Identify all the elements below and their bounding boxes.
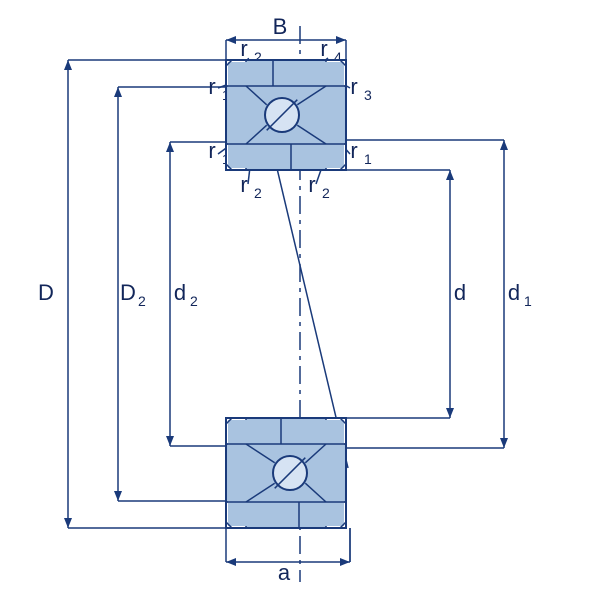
bearing-top	[226, 60, 346, 170]
svg-text:1: 1	[524, 293, 532, 309]
svg-text:B: B	[273, 14, 288, 39]
svg-text:1: 1	[364, 151, 372, 167]
svg-text:d: d	[508, 280, 520, 305]
svg-text:2: 2	[138, 293, 146, 309]
svg-text:D: D	[120, 280, 136, 305]
svg-text:2: 2	[254, 185, 262, 201]
contact-line	[266, 122, 348, 468]
svg-text:r: r	[308, 172, 315, 197]
svg-text:r: r	[320, 36, 327, 61]
svg-text:2: 2	[322, 185, 330, 201]
svg-text:D: D	[38, 280, 54, 305]
svg-text:d: d	[454, 280, 466, 305]
svg-text:r: r	[240, 172, 247, 197]
svg-text:3: 3	[364, 87, 372, 103]
svg-text:d: d	[174, 280, 186, 305]
svg-text:2: 2	[190, 293, 198, 309]
svg-text:r: r	[208, 138, 215, 163]
svg-text:r: r	[350, 138, 357, 163]
svg-text:r: r	[240, 36, 247, 61]
bearing-bottom	[226, 418, 346, 528]
svg-text:r: r	[350, 74, 357, 99]
svg-text:a: a	[278, 560, 291, 585]
svg-text:r: r	[208, 74, 215, 99]
